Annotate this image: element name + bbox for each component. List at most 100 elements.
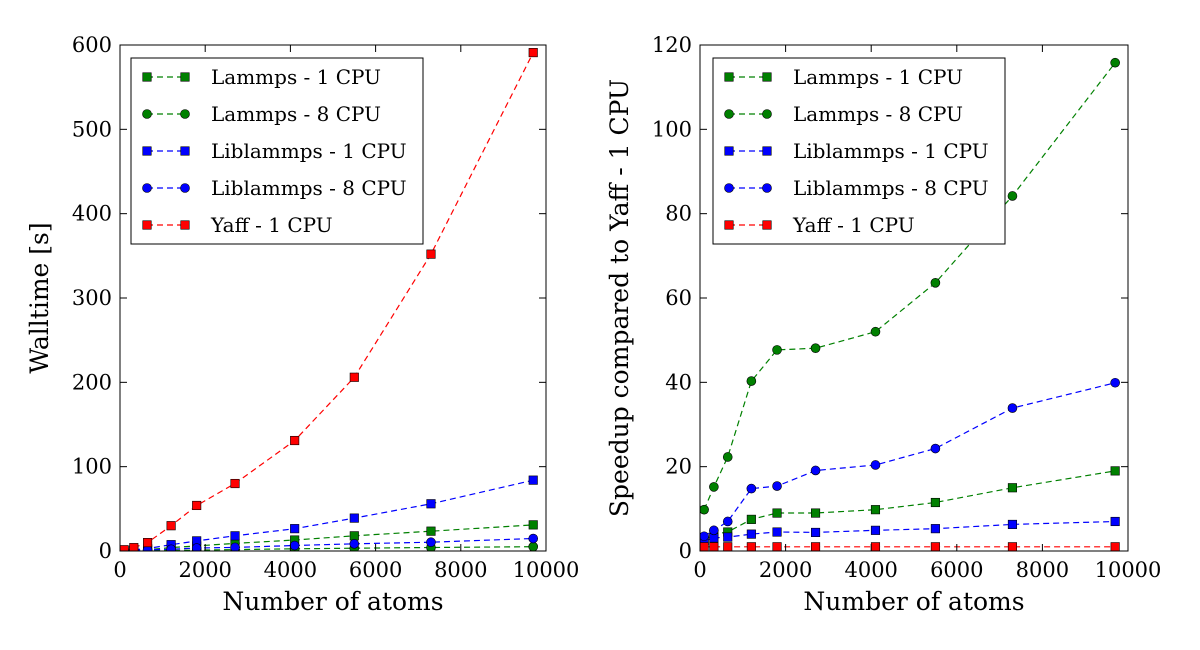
- data-point: [870, 460, 881, 470]
- data-point: [810, 343, 821, 353]
- data-point: [166, 544, 176, 551]
- y-tick-label: 20: [665, 455, 692, 479]
- data-point: [166, 521, 176, 531]
- legend-item: Liblammps - 8 CPU: [724, 176, 989, 200]
- y-tick-label: 60: [665, 286, 692, 310]
- legend-marker: [180, 146, 190, 156]
- plot-area: [700, 57, 1120, 551]
- legend-marker: [180, 109, 190, 119]
- legend-marker: [762, 183, 772, 193]
- legend-marker: [142, 220, 152, 230]
- legend-label: Liblammps - 1 CPU: [211, 139, 407, 163]
- data-point: [772, 542, 782, 551]
- data-point: [700, 504, 709, 515]
- data-point: [930, 497, 940, 508]
- x-tick-label: 6000: [930, 558, 983, 582]
- x-tick-label: 0: [693, 558, 706, 582]
- speedup-chart: 0 2000 4000 6000 8000 10000 0 20 40 60 80 100 120 Num…: [605, 33, 1161, 616]
- legend-marker: [762, 220, 772, 230]
- series-3: [700, 377, 1120, 542]
- data-point: [709, 525, 719, 536]
- legend-marker: [724, 109, 734, 119]
- legend-label: Liblammps - 8 CPU: [211, 176, 407, 200]
- data-point: [723, 532, 733, 542]
- x-tick-label: 2000: [759, 558, 812, 582]
- series-line: [703, 382, 1116, 537]
- data-point: [426, 526, 436, 536]
- legend-label: Yaff - 1 CPU: [210, 213, 333, 237]
- legend-label: Lammps - 8 CPU: [793, 102, 963, 126]
- legend-label: Lammps - 8 CPU: [211, 102, 381, 126]
- data-point: [772, 527, 782, 537]
- series-0: [120, 520, 538, 551]
- x-tick-label: 4000: [844, 558, 897, 582]
- series-0: [700, 466, 1120, 546]
- walltime-chart: 0 2000 4000 6000 8000 10000 0 100 200 300 400 500 60…: [25, 33, 579, 616]
- legend-item: Yaff - 1 CPU: [142, 213, 333, 237]
- legend-item: Liblammps - 8 CPU: [142, 176, 407, 200]
- x-axis-label: Number of atoms: [803, 587, 1024, 616]
- data-point: [772, 481, 782, 491]
- y-tick-label: 300: [72, 286, 112, 310]
- y-tick-label: 600: [72, 33, 112, 57]
- data-point: [722, 452, 733, 462]
- data-point: [810, 465, 821, 476]
- legend-item: Liblammps - 1 CPU: [142, 139, 407, 163]
- legend-label: Lammps - 1 CPU: [211, 65, 381, 89]
- legend-marker: [724, 183, 734, 193]
- data-point: [528, 520, 538, 530]
- data-point: [772, 345, 782, 355]
- data-point: [349, 513, 359, 523]
- data-point: [143, 538, 153, 548]
- legend-marker: [142, 72, 152, 82]
- data-point: [1110, 542, 1120, 551]
- data-point: [811, 527, 821, 537]
- data-point: [1007, 483, 1017, 493]
- y-tick-label: 0: [99, 539, 112, 563]
- data-point: [709, 482, 719, 492]
- data-point: [191, 543, 202, 551]
- data-point: [870, 525, 881, 535]
- legend-marker: [724, 72, 734, 82]
- y-tick-label: 80: [665, 202, 692, 226]
- data-point: [1110, 57, 1120, 68]
- legend-item: Lammps - 8 CPU: [724, 102, 963, 126]
- data-point: [723, 542, 733, 551]
- series-line: [124, 546, 534, 551]
- y-tick-label: 200: [72, 370, 112, 394]
- data-point: [349, 539, 360, 549]
- data-point: [709, 542, 719, 551]
- data-point: [1007, 191, 1018, 201]
- data-point: [700, 531, 709, 542]
- data-point: [930, 443, 941, 454]
- series-4: [120, 48, 538, 551]
- legend-marker: [762, 146, 772, 156]
- series-4: [700, 542, 1120, 551]
- legend-marker: [142, 183, 152, 193]
- data-point: [746, 514, 756, 524]
- legend-marker: [180, 72, 190, 82]
- legend-item: Yaff - 1 CPU: [724, 213, 915, 237]
- legend-marker: [724, 146, 734, 156]
- x-tick-label: 10000: [513, 558, 580, 582]
- x-axis-label: Number of atoms: [222, 587, 443, 616]
- legend-label: Lammps - 1 CPU: [793, 65, 963, 89]
- series-2: [700, 516, 1120, 546]
- data-point: [930, 542, 940, 551]
- legend-marker: [762, 109, 772, 119]
- data-point: [129, 543, 139, 551]
- data-point: [811, 508, 821, 518]
- data-point: [528, 533, 539, 544]
- data-point: [192, 500, 202, 511]
- x-tick-label: 0: [113, 558, 126, 582]
- y-axis-label: Walltime [s]: [25, 222, 54, 373]
- plot-area: [120, 48, 539, 551]
- legend-item: Lammps - 1 CPU: [142, 65, 381, 89]
- y-tick-label: 120: [652, 33, 692, 57]
- data-point: [230, 531, 240, 541]
- data-point: [349, 531, 359, 541]
- x-tick-label: 6000: [349, 558, 402, 582]
- data-point: [1007, 542, 1017, 551]
- legend-marker: [724, 220, 734, 230]
